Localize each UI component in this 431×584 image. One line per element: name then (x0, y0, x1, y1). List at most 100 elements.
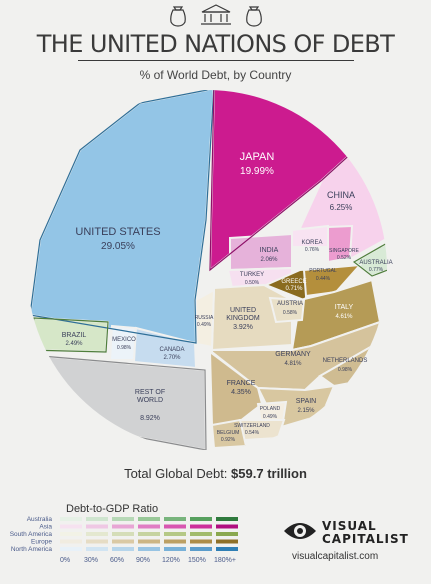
legend-swatch-north-america-2 (112, 547, 134, 551)
debt-pie-chart: UNITED STATES 29.05% JAPAN 19.99% CHINA 6.25%… (27, 90, 393, 450)
slice-value-belgium: 0.92% (221, 437, 236, 443)
bank-building-icon (201, 4, 231, 25)
slice-value-canada: 2.70% (163, 355, 181, 361)
slice-label-japan: JAPAN (240, 151, 275, 163)
slice-label-poland: POLAND (260, 406, 281, 412)
slice-label-switzerland: SWITZERLAND (234, 423, 270, 429)
total-debt-label: Total Global Debt: (124, 466, 228, 481)
slice-value-united-kingdom: 3.92% (233, 324, 253, 331)
legend-row-label-south-america: South America (10, 531, 53, 538)
legend-swatch-australia-4 (164, 517, 186, 521)
legend-row-label-australia: Australia (27, 516, 53, 523)
legend-title: Debt-to-GDP Ratio (66, 503, 159, 515)
legend-swatch-australia-3 (138, 517, 160, 521)
legend-row-label-europe: Europe (31, 539, 52, 546)
legend-tick-6: 180%+ (214, 557, 236, 564)
legend-tick-0: 0% (60, 557, 70, 564)
slice-label-canada: CANADA (159, 347, 184, 353)
legend-tick-4: 120% (162, 557, 180, 564)
legend-swatch-asia-6 (216, 524, 238, 529)
slice-label-france: FRANCE (227, 380, 256, 387)
slice-value-japan: 19.99% (240, 166, 274, 177)
slice-label-portugal: PORTUGAL (309, 268, 337, 274)
legend-swatch-north-america-1 (86, 547, 108, 551)
legend-swatch-europe-0 (60, 539, 82, 544)
chart-subtitle: % of World Debt, by Country (139, 68, 292, 82)
slice-value-india: 2.06% (260, 257, 278, 263)
legend-swatch-australia-5 (190, 517, 212, 521)
legend-swatch-australia-2 (112, 517, 134, 521)
slice-rest-of-world (28, 353, 208, 450)
slice-singapore (327, 224, 354, 264)
legend-row-label-north-america: North America (11, 546, 53, 553)
slice-label-united-kingdom: UNITED KINGDOM (226, 307, 260, 322)
brand-url: visualcapitalist.com (292, 551, 379, 562)
slice-value-netherlands: 0.98% (338, 367, 353, 373)
slice-value-greece: 0.71% (285, 286, 303, 292)
legend-swatch-australia-6 (216, 517, 238, 521)
slice-value-russia: 0.49% (197, 322, 212, 328)
slice-value-singapore: 0.52% (337, 255, 352, 261)
legend-swatch-south-america-6 (216, 532, 238, 536)
slice-label-united-states: UNITED STATES (75, 226, 160, 238)
slice-label-germany: GERMANY (275, 351, 311, 358)
slice-value-brazil: 2.49% (65, 341, 83, 347)
slice-label-belgium: BELGIUM (217, 430, 240, 436)
total-debt-value: $59.7 trillion (231, 466, 307, 481)
slice-label-china: CHINA (327, 190, 355, 200)
slice-label-rest-of-world: REST OF WORLD (135, 389, 165, 404)
legend-swatch-asia-3 (138, 524, 160, 529)
money-bag-icon (246, 6, 262, 27)
legend-tick-2: 60% (110, 557, 124, 564)
slice-label-greece: GREECE (281, 279, 306, 285)
slice-austria (268, 296, 306, 324)
slice-value-turkey: 0.50% (245, 280, 260, 286)
slice-value-germany: 4.81% (284, 361, 302, 367)
legend-swatch-europe-5 (190, 539, 212, 544)
legend-swatch-asia-5 (190, 524, 212, 529)
slice-france (208, 349, 264, 434)
legend-swatch-asia-1 (86, 524, 108, 529)
brand-name: VISUAL CAPITALIST (322, 519, 409, 546)
legend-tick-3: 90% (136, 557, 150, 564)
legend-tick-5: 150% (188, 557, 206, 564)
slice-label-mexico: MEXICO (112, 337, 136, 343)
slice-canada (132, 326, 198, 370)
legend-swatch-europe-4 (164, 539, 186, 544)
legend-swatch-asia-4 (164, 524, 186, 529)
slice-label-turkey: TURKEY (240, 272, 264, 278)
slice-label-italy: ITALY (335, 304, 354, 311)
slice-label-netherlands: NETHERLANDS (323, 358, 368, 364)
slice-outline-united-states (29, 90, 215, 344)
slice-value-united-states: 29.05% (101, 241, 135, 252)
slice-value-spain: 2.15% (297, 408, 315, 414)
legend-swatch-north-america-4 (164, 547, 186, 551)
legend-swatch-south-america-3 (138, 532, 160, 536)
slice-label-korea: KOREA (301, 240, 322, 246)
slice-value-france: 4.35% (231, 389, 251, 396)
slice-label-singapore: SINGAPORE (329, 248, 359, 254)
slice-label-spain: SPAIN (296, 398, 317, 405)
slice-label-austria: AUSTRIA (277, 301, 303, 307)
total-debt: Total Global Debt: $59.7 trillion (0, 466, 431, 481)
title-divider (78, 60, 354, 61)
header-icons (170, 4, 262, 27)
legend-swatch-australia-0 (60, 517, 82, 521)
slice-value-mexico: 0.98% (117, 345, 132, 351)
legend-row-label-asia: Asia (39, 524, 52, 531)
slice-value-china: 6.25% (330, 203, 353, 212)
legend-swatch-australia-1 (86, 517, 108, 521)
legend-tick-1: 30% (84, 557, 98, 564)
slice-value-italy: 4.61% (335, 314, 353, 320)
slice-value-korea: 0.76% (305, 247, 320, 253)
visual-capitalist-logo-icon (284, 523, 316, 539)
slice-united-states (28, 90, 216, 345)
legend-swatch-europe-1 (86, 539, 108, 544)
slice-label-brazil: BRAZIL (62, 332, 87, 339)
legend-swatch-south-america-4 (164, 532, 186, 536)
slice-value-portugal: 0.44% (316, 276, 331, 282)
page-title: THE UNITED NATIONS OF DEBT (36, 30, 395, 58)
slice-outline-australia (352, 241, 387, 277)
slice-label-russia: RUSSIA (195, 315, 214, 321)
